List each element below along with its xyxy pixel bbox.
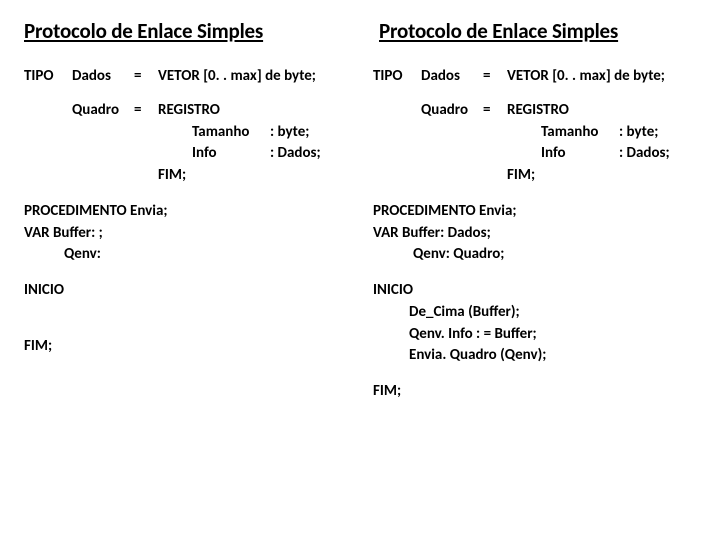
tipo-eq: =	[483, 66, 507, 88]
f1-label: Tamanho	[192, 122, 270, 144]
left-title: Protocolo de Enlace Simples	[24, 18, 353, 44]
tipo-kw: TIPO	[373, 66, 421, 88]
proc-l2: VAR Buffer: Dados;	[373, 223, 702, 245]
reg-fields: Tamanho : byte; Info : Dados;	[158, 122, 353, 166]
reg-fields: Tamanho : byte; Info : Dados;	[507, 122, 702, 166]
body-l3: Envia. Quadro (Qenv);	[373, 345, 702, 367]
quadro-body: REGISTRO Tamanho : byte; Info : Dados; F…	[507, 100, 702, 187]
right-content: TIPO Dados = VETOR [0. . max] de byte; Q…	[373, 66, 702, 417]
quadro-pad	[373, 100, 421, 187]
left-inicio: INICIO	[24, 280, 353, 302]
left-column: Protocolo de Enlace Simples TIPO Dados =…	[24, 18, 363, 522]
reg-fim: FIM;	[507, 165, 702, 187]
proc-l1: PROCEDIMENTO Envia;	[24, 201, 353, 223]
left-fim: FIM;	[24, 336, 353, 358]
right-quadro-row: Quadro = REGISTRO Tamanho : byte; Info :…	[373, 100, 702, 187]
left-quadro-row: Quadro = REGISTRO Tamanho : byte; Info :…	[24, 100, 353, 187]
f2-type: : Dados;	[270, 143, 321, 165]
reg-kw: REGISTRO	[507, 100, 702, 122]
f1-type: : byte;	[270, 122, 309, 144]
f2-label: Info	[541, 143, 619, 165]
quadro-name: Quadro	[72, 100, 134, 187]
reg-kw: REGISTRO	[158, 100, 353, 122]
field-info: Info : Dados;	[192, 143, 353, 165]
proc-l1: PROCEDIMENTO Envia;	[373, 201, 702, 223]
tipo-kw: TIPO	[24, 66, 72, 88]
right-tipo-row: TIPO Dados = VETOR [0. . max] de byte;	[373, 66, 702, 88]
tipo-name: Dados	[421, 66, 483, 88]
right-title: Protocolo de Enlace Simples	[379, 18, 702, 44]
right-inicio: INICIO	[373, 280, 702, 302]
left-tipo-row: TIPO Dados = VETOR [0. . max] de byte;	[24, 66, 353, 88]
tipo-eq: =	[134, 66, 158, 88]
tipo-val: VETOR [0. . max] de byte;	[158, 66, 353, 88]
quadro-pad	[24, 100, 72, 187]
quadro-eq: =	[134, 100, 158, 187]
left-content: TIPO Dados = VETOR [0. . max] de byte; Q…	[24, 66, 353, 372]
f2-type: : Dados;	[619, 143, 670, 165]
right-proc-block: PROCEDIMENTO Envia; VAR Buffer: Dados; Q…	[373, 201, 702, 266]
field-info: Info : Dados;	[541, 143, 702, 165]
right-fim: FIM;	[373, 381, 702, 403]
tipo-val: VETOR [0. . max] de byte;	[507, 66, 702, 88]
slide: Protocolo de Enlace Simples TIPO Dados =…	[0, 0, 720, 540]
body-l1: De_Cima (Buffer);	[373, 302, 702, 324]
f2-label: Info	[192, 143, 270, 165]
field-tamanho: Tamanho : byte;	[192, 122, 353, 144]
left-proc-block: PROCEDIMENTO Envia; VAR Buffer: ; Qenv:	[24, 201, 353, 266]
right-inicio-block: INICIO De_Cima (Buffer); Qenv. Info : = …	[373, 280, 702, 367]
field-tamanho: Tamanho : byte;	[541, 122, 702, 144]
reg-fim: FIM;	[158, 165, 353, 187]
right-column: Protocolo de Enlace Simples TIPO Dados =…	[363, 18, 702, 522]
f1-type: : byte;	[619, 122, 658, 144]
proc-l3: Qenv:	[24, 244, 353, 266]
tipo-name: Dados	[72, 66, 134, 88]
quadro-body: REGISTRO Tamanho : byte; Info : Dados; F…	[158, 100, 353, 187]
f1-label: Tamanho	[541, 122, 619, 144]
proc-l2: VAR Buffer: ;	[24, 223, 353, 245]
quadro-eq: =	[483, 100, 507, 187]
quadro-name: Quadro	[421, 100, 483, 187]
proc-l3: Qenv: Quadro;	[373, 244, 702, 266]
body-l2: Qenv. Info : = Buffer;	[373, 324, 702, 346]
